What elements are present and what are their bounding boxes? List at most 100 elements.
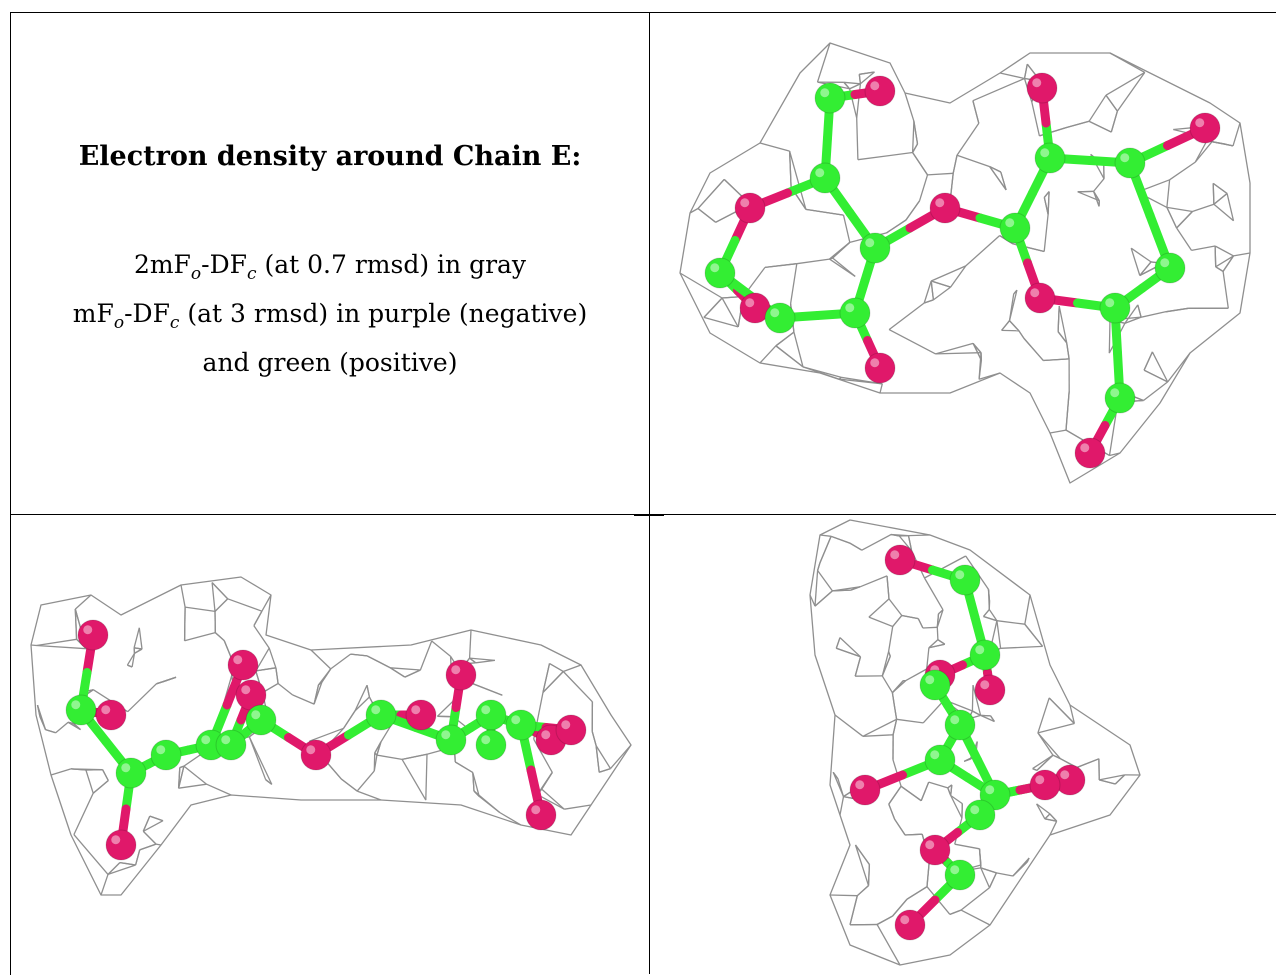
mesh-edge	[1144, 352, 1152, 370]
mesh-edge	[420, 641, 431, 670]
mesh-edge	[1077, 759, 1099, 768]
mesh-edge	[135, 649, 143, 653]
mesh-edge	[367, 656, 390, 668]
mesh-edge	[1144, 382, 1168, 401]
mesh-edge	[897, 719, 924, 723]
mesh-edge	[1058, 306, 1059, 332]
atom-highlight	[970, 805, 979, 814]
mesh-edge	[997, 621, 1001, 649]
mesh-edge	[850, 84, 861, 89]
mesh-edge	[790, 151, 806, 209]
mesh-edge	[1019, 331, 1024, 339]
oxygen-atom	[1190, 113, 1220, 143]
oxygen-atom	[228, 650, 258, 680]
mesh-edge	[1037, 804, 1050, 814]
carbon-atom	[765, 303, 795, 333]
density-view-top	[650, 13, 1276, 514]
mesh-edge	[269, 648, 276, 668]
oxygen-atom	[885, 545, 915, 575]
mesh-edge	[1166, 308, 1189, 312]
mesh-edge	[951, 785, 952, 796]
mesh-edge	[815, 591, 832, 606]
mesh-edge	[858, 153, 913, 160]
mesh-edge	[185, 607, 186, 641]
mesh-edge	[1044, 197, 1048, 214]
mesh-edge	[1037, 804, 1045, 819]
mesh-edge	[957, 123, 979, 155]
atom-highlight	[441, 730, 450, 739]
atom-highlight	[156, 745, 165, 754]
mesh-edge	[820, 536, 831, 562]
mesh-edge	[185, 633, 216, 641]
atom-highlight	[770, 308, 779, 317]
mesh-edge	[893, 616, 902, 627]
mesh-edge	[1067, 343, 1069, 359]
mesh-edge	[1033, 755, 1053, 768]
mesh-edge	[1038, 698, 1049, 733]
mesh-edge	[760, 143, 790, 151]
mesh-edge	[836, 638, 840, 649]
mesh-edge	[973, 101, 979, 124]
mesh-edge	[856, 845, 870, 865]
mesh-edge	[990, 873, 997, 888]
mesh-edge	[402, 754, 427, 759]
mesh-edge	[134, 648, 142, 649]
carbon-atom	[705, 258, 735, 288]
carbon-atom	[945, 710, 975, 740]
atom-highlight	[815, 168, 824, 177]
mesh-edge	[920, 175, 928, 201]
atom-highlight	[870, 81, 879, 90]
mesh-edge	[46, 730, 56, 733]
mesh-edge	[830, 895, 857, 896]
mesh-edge	[254, 611, 262, 626]
atom-highlight	[201, 735, 210, 744]
molecule-render-top	[650, 13, 1276, 514]
mesh-edge	[957, 155, 990, 166]
mesh-edge	[1038, 724, 1075, 733]
mesh-edge	[136, 850, 140, 865]
mesh-edge	[1111, 111, 1117, 132]
mesh-edge	[1066, 391, 1069, 430]
mesh-edge	[134, 628, 139, 648]
mesh-edge	[1110, 53, 1145, 72]
mesh-edge	[857, 84, 861, 118]
mesh-edge	[937, 627, 938, 639]
atom-highlight	[955, 570, 964, 579]
mesh-edge	[1038, 733, 1061, 759]
mesh-edge	[966, 236, 1000, 266]
caption-line-3: and green (positive)	[11, 343, 649, 382]
atom-highlight	[1080, 443, 1089, 452]
mesh-edge	[889, 627, 893, 652]
mesh-edge	[1216, 267, 1223, 272]
atom-highlight	[710, 263, 719, 272]
carbon-atom	[476, 730, 506, 760]
mesh-edge	[889, 599, 902, 616]
mesh-edge	[341, 779, 357, 791]
mesh-edge	[56, 722, 68, 733]
carbon-atom	[1105, 383, 1135, 413]
mesh-edge	[1094, 179, 1104, 192]
mesh-edge	[996, 873, 1013, 876]
mesh-edge	[185, 607, 215, 611]
atom-highlight	[83, 625, 92, 634]
carbon-atom	[810, 163, 840, 193]
mesh-edge	[179, 784, 207, 788]
mesh-edge	[902, 616, 919, 619]
caption-cell: Electron density around Chain E: 2mFo-DF…	[11, 13, 649, 514]
mesh-edge	[184, 766, 207, 784]
mesh-edge	[913, 121, 914, 152]
carbon-atom	[216, 730, 246, 760]
mesh-edge	[913, 153, 928, 175]
mesh-edge	[933, 287, 950, 300]
mesh-edge	[1212, 142, 1226, 145]
mesh-edge	[311, 650, 331, 669]
mesh-edge	[1038, 354, 1044, 361]
atom-highlight	[121, 763, 130, 772]
mesh-edge	[143, 831, 156, 844]
mesh-edge	[432, 641, 451, 656]
carbon-atom	[476, 700, 506, 730]
mesh-edge	[563, 665, 581, 672]
mesh-edge	[928, 173, 954, 175]
mesh-edge	[857, 118, 858, 160]
mesh-edge	[1032, 102, 1040, 136]
